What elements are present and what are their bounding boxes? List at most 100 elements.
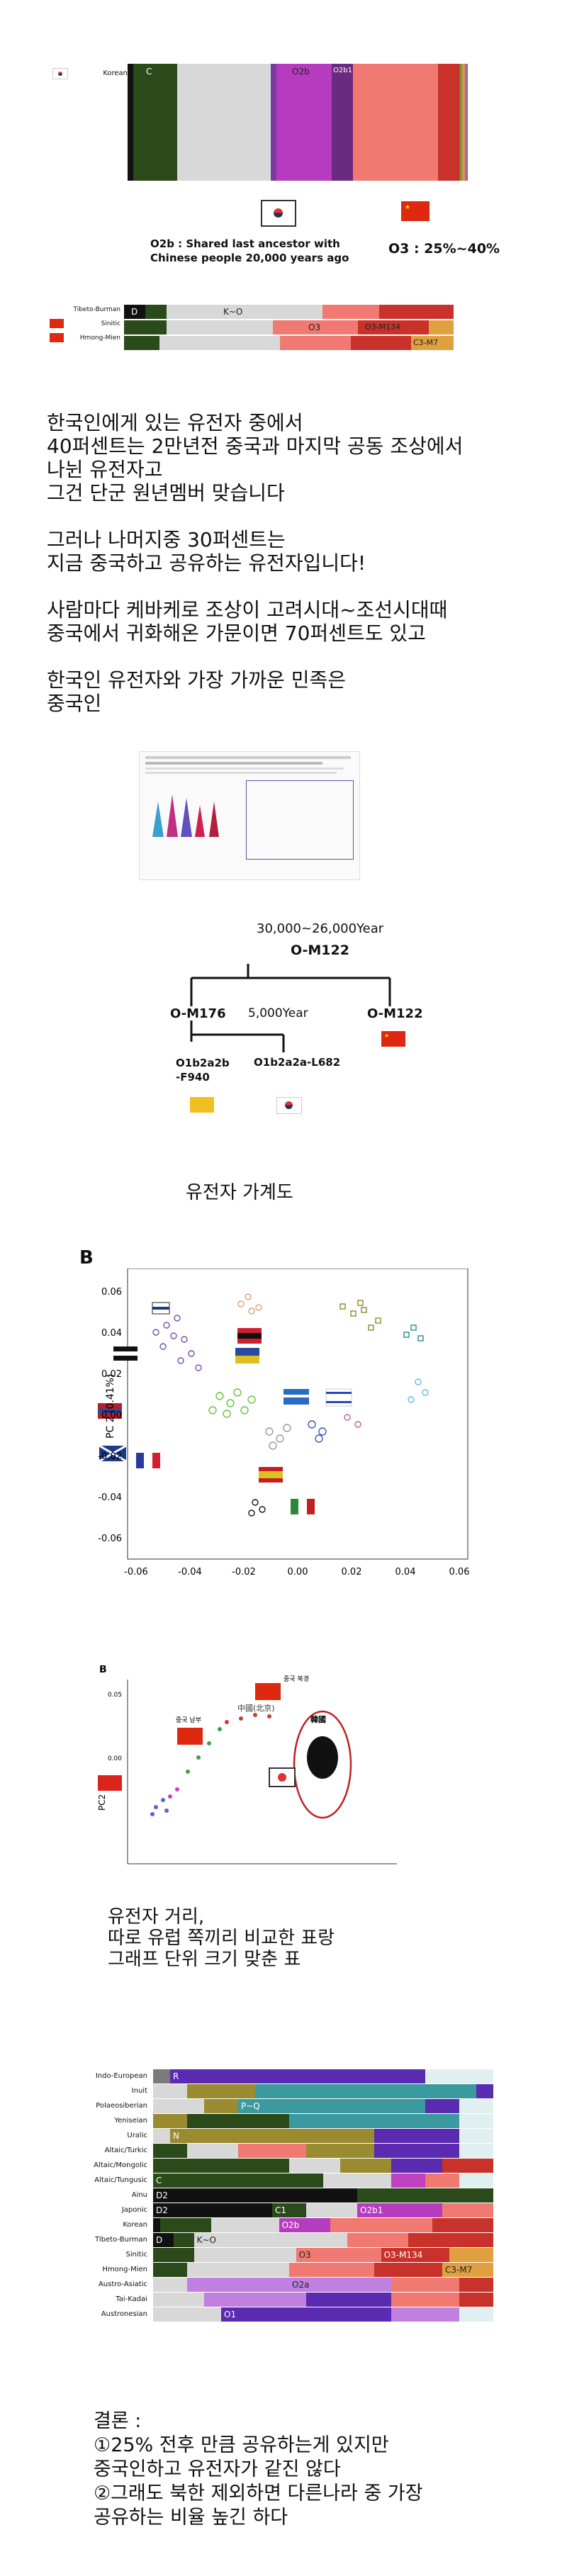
haplogroup-segment [153, 2293, 204, 2307]
haplogroup-segment [289, 2159, 340, 2173]
haplogroup-segment [391, 2159, 442, 2173]
row-label: Tai-Kadai [116, 2295, 147, 2303]
segment-label: O2b [281, 2220, 300, 2230]
haplogroup-segment [340, 2159, 391, 2173]
row-label-sinitic: Sinitic [101, 320, 120, 327]
haplogroup-segment [153, 2129, 170, 2143]
haplogroup-segment [374, 2129, 459, 2143]
haplogroup-bar: C [153, 2173, 493, 2188]
row-label: Japonic [121, 2206, 147, 2214]
haplogroup-segment: K~O [193, 2233, 347, 2247]
seg-label-c3m7: C3-M7 [413, 338, 439, 347]
haplogroup-segment [153, 2278, 187, 2292]
segment-label: D2 [156, 2205, 168, 2215]
haplogroup-segment [289, 2263, 374, 2277]
pca-ytick: 0.02 [101, 1369, 122, 1380]
haplogroup-segment [255, 2084, 476, 2098]
seg-label-o3: O3 [308, 322, 321, 332]
korea-flag-icon [261, 200, 296, 227]
row-label: Indo-European [95, 2072, 147, 2080]
haplogroup-segment [306, 2144, 374, 2158]
pca-ytick: -0.04 [98, 1492, 122, 1503]
tree-caption: 유전자 가계도 [186, 1182, 293, 1203]
pca-ytick: 0.06 [101, 1287, 122, 1298]
haplogroup-segment [306, 2203, 357, 2217]
sino-tibetan-chart: Tibeto-Burman Sinitic Hmong-Mien D K~O O… [43, 305, 482, 351]
haplogroup-segment [187, 2084, 255, 2098]
haplogroup-segment: C1 [272, 2203, 306, 2217]
para1-line: 중국인 [47, 692, 102, 715]
haplogroup-segment [459, 2307, 493, 2322]
tree-years-top: 30,000~26,000Year [257, 921, 384, 936]
pca-ylabel: PC 2 (0.41%) [105, 1374, 116, 1439]
haplogroup-segment [153, 2114, 187, 2128]
seg-label-c: C [146, 67, 152, 77]
haplogroup-segment [442, 2159, 493, 2173]
conclusion-line: 결론 : [94, 2410, 142, 2432]
para1-line: 지금 중국하고 공유하는 유전자입니다! [47, 551, 366, 575]
haplogroup-segment [425, 2173, 459, 2188]
gene-tree [190, 964, 391, 1052]
row-label-hmong-mien: Hmong-Mien [79, 334, 120, 342]
conclusion-line: 중국인하고 유전자가 같진 않다 [94, 2458, 341, 2480]
haplogroup-segment [289, 2114, 459, 2128]
segment-label: O3 [298, 2250, 311, 2260]
haplogroup-segment [187, 2144, 238, 2158]
tree-right: O-M122 [367, 1006, 423, 1021]
haplogroup-segment: O2a [289, 2278, 391, 2292]
row-label: Austro-Asiatic [98, 2280, 147, 2288]
haplogroup-segment [476, 2084, 493, 2098]
pca-xtick: 0.00 [288, 1567, 308, 1577]
haplogroup-segment [153, 2218, 160, 2232]
pca-plot-east-asia: B 0.05 0.00 PC2 중국 남부 중국 북경 中國(北京) 韓國 [97, 1665, 397, 1864]
para1-line: 한국인에게 있는 유전자 중에서 [47, 411, 303, 434]
haplogroup-segment [153, 2069, 170, 2083]
haplogroup-segment [330, 2218, 432, 2232]
pca-xtick: -0.02 [232, 1567, 256, 1577]
haplogroup-segment [187, 2263, 289, 2277]
conclusion: 결론 : ①25% 전후 만큼 공유하는게 있지만 중국인하고 유전자가 같진 … [94, 2409, 423, 2530]
segment-label: O2b1 [360, 2205, 383, 2215]
row-label: Altaic/Tungusic [94, 2176, 147, 2184]
haplogroup-bar: D2 [153, 2188, 493, 2203]
segment-label: C3-M7 [445, 2265, 473, 2275]
haplogroup-segment [187, 2278, 289, 2292]
row-label: Altaic/Mongolic [94, 2161, 147, 2169]
haplogroup-segment [408, 2233, 493, 2247]
segment-label: P~Q [241, 2101, 260, 2111]
caption-o3: O3 : 25%~40% [388, 241, 500, 257]
haplogroup-segment [391, 2278, 459, 2292]
row-label: Yeniseian [114, 2117, 147, 2125]
haplogroup-segment [459, 2278, 493, 2292]
label-korea: 韓國 [310, 1714, 326, 1724]
haplogroup-segment [204, 2293, 306, 2307]
haplogroup-segment [173, 2233, 194, 2247]
haplogroup-bar: D2 C1 O2b1 [153, 2203, 493, 2217]
haplogroup-segment: D2 [153, 2203, 272, 2217]
pca-ytick: 0.00 [101, 1410, 122, 1421]
haplogroup-bar [153, 2084, 493, 2098]
haplogroup-segment: O2b1 [357, 2203, 442, 2217]
haplogroup-segment [306, 2293, 391, 2307]
tree-root: O-M122 [291, 943, 349, 958]
haplogroup-chart: Indo-European R Inuit Polaeosiberian P~Q Yeni… [61, 2069, 500, 2353]
paragraph-1: 한국인에게 있는 유전자 중에서 40퍼센트는 2만년전 중국과 마지막 공동 … [47, 411, 557, 715]
haplogroup-segment [459, 2129, 493, 2143]
segment-label: C [156, 2176, 162, 2186]
row-label: Inuit [131, 2087, 147, 2095]
haplogroup-segment [374, 2144, 459, 2158]
pca-panel-label: B [79, 1247, 94, 1269]
row-label: Polaeosiberian [96, 2102, 147, 2110]
haplogroup-segment: C [153, 2173, 323, 2188]
haplogroup-segment [347, 2233, 408, 2247]
row-label-tibeto-burman: Tibeto-Burman [73, 306, 120, 313]
row-label-korean: Korean [103, 69, 128, 77]
pca-plot: PC 2 (0.41%) 0.06 0.04 0.02 0.00 -0.02 -… [98, 1269, 469, 1577]
haplogroup-segment [357, 2188, 493, 2203]
haplogroup-segment [425, 2099, 459, 2113]
pca-xtick: 0.02 [342, 1567, 362, 1577]
haplogroup-segment [432, 2218, 493, 2232]
seg-label-ko: K~O [223, 307, 243, 317]
pca-xtick: -0.04 [178, 1567, 202, 1577]
haplogroup-segment: O3 [296, 2248, 381, 2262]
